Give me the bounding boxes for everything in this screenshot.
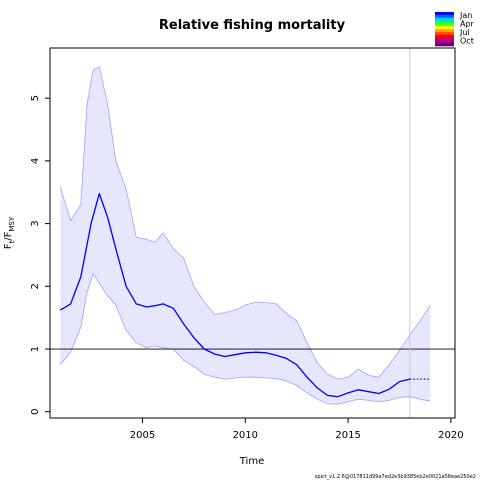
y-tick-label: 5 [30,95,41,101]
ci-upper-line [59,66,431,380]
plot-frame [49,47,456,419]
legend-color-swatch [435,17,454,21]
y-tick-label: 2 [30,283,41,289]
legend-color-swatch [435,31,454,35]
legend-color-swatch [435,37,454,41]
legend-color-swatch [435,40,454,44]
y-tick-label: 3 [30,220,41,226]
legend-color-swatch [435,20,454,24]
legend-color-swatch [435,26,454,30]
legend-label: Apr [460,20,475,29]
x-tick-label: 2005 [130,430,155,441]
legend-label: Jan [459,11,472,20]
y-tick-label: 1 [30,346,41,352]
legend-color-swatch [435,12,454,16]
x-tick-label: 2015 [335,430,360,441]
y-tick-label: 4 [30,158,41,164]
legend-label: Jul [459,28,470,37]
legend-color-swatch [435,34,454,38]
version-footnote: spict_v1.2.6@017811d99a7ed2e3b9385eb2e00… [315,474,476,480]
estimate-line [59,192,410,398]
chart-title: Relative fishing mortality [159,18,346,33]
legend-color-swatch [435,14,454,18]
x-axis-label: Time [239,456,264,467]
ci-lower-line [59,272,431,405]
y-axis-label: Ft/FMSY [3,216,16,249]
y-tick-label: 0 [30,409,41,415]
legend-color-swatch [435,23,454,27]
legend-label: Oct [460,37,474,46]
legend-color-swatch [435,43,454,47]
legend-color-swatch [435,29,454,33]
x-tick-label: 2020 [438,430,463,441]
x-tick-label: 2010 [233,430,258,441]
plot-area: 2005 2010 2015 2020 0 1 2 3 4 5 [30,47,464,441]
confidence-band [60,66,431,405]
